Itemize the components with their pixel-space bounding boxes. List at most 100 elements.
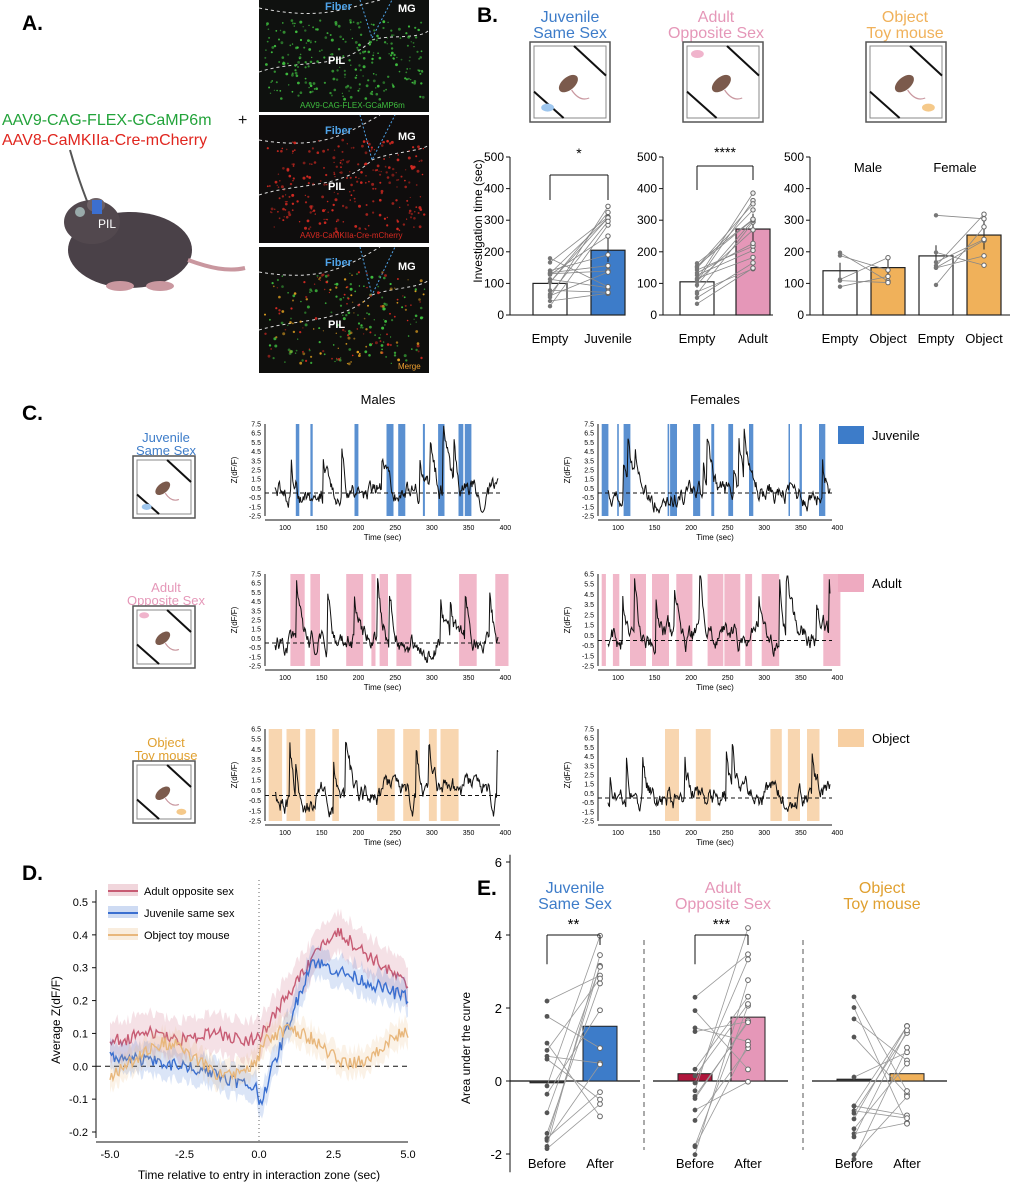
cell-dot: [379, 181, 382, 184]
x-tick-label: 350: [795, 675, 807, 682]
cell-dot: [281, 310, 285, 313]
mouse-icon: [155, 786, 171, 800]
cell-dot: [293, 25, 296, 27]
data-point: [745, 925, 751, 931]
cell-dot: [313, 283, 316, 285]
cell-dot: [406, 68, 409, 70]
mouse-pil-label: PIL: [98, 217, 116, 231]
cell-dot: [341, 92, 343, 94]
x-tick-label: 200: [353, 675, 365, 682]
x-tick-label: 250: [722, 675, 734, 682]
cell-dot: [285, 194, 287, 196]
cell-dot: [280, 41, 284, 45]
x-tick-label: 200: [685, 830, 697, 837]
cell-dot: [307, 39, 310, 42]
y-tick-label: 7.5: [584, 422, 594, 429]
cell-dot: [286, 168, 290, 172]
paired-line: [694, 979, 749, 1155]
y-tick-label: 7.5: [584, 727, 594, 734]
data-point: [694, 295, 700, 300]
stimulus-mouse-icon: [541, 103, 554, 112]
cell-dot: [413, 318, 415, 320]
cell-dot: [364, 151, 368, 155]
cell-dot: [349, 19, 352, 22]
cell-dot: [276, 287, 279, 289]
y-tick-label: 5.5: [584, 582, 594, 589]
cell-dot: [309, 226, 312, 229]
cell-dot: [371, 343, 373, 345]
cell-dot: [339, 359, 342, 362]
cell-dot: [342, 158, 345, 161]
data-point: [851, 1116, 857, 1122]
cell-dot: [305, 42, 308, 44]
cell-dot: [388, 166, 391, 169]
x-tick-label: 200: [685, 675, 697, 682]
y-tick-label: 1.5: [251, 778, 261, 785]
cell-dot: [366, 286, 368, 289]
cell-dot: [276, 184, 278, 186]
cell-dot: [407, 35, 411, 39]
data-point: [745, 977, 751, 984]
cell-dot: [407, 279, 409, 281]
cell-dot: [364, 162, 368, 166]
paired-line: [853, 1007, 908, 1124]
panel-b-letter: B.: [477, 4, 498, 27]
data-point: [750, 260, 756, 266]
mouse-illustration: PIL: [64, 149, 246, 291]
significance-label: *: [576, 145, 582, 161]
cell-dot: [333, 149, 336, 151]
y-tick-label: -1.5: [249, 654, 261, 661]
cell-dot: [343, 97, 346, 101]
data-point: [692, 1118, 698, 1123]
cell-dot: [342, 55, 345, 58]
cell-dot: [367, 50, 371, 54]
cell-dot: [365, 345, 368, 348]
data-point: [605, 209, 611, 216]
cell-dot: [416, 344, 420, 348]
cell-dot: [357, 314, 359, 316]
cell-dot: [339, 357, 342, 359]
cell-dot: [311, 147, 314, 150]
cell-dot: [323, 218, 325, 221]
x-tick-label: 150: [649, 675, 661, 682]
cell-dot: [358, 354, 361, 357]
data-point: [605, 269, 611, 275]
stimulus-epoch: [403, 729, 420, 821]
cell-dot: [293, 292, 297, 295]
stimulus-epoch: [310, 574, 320, 666]
cell-dot: [278, 38, 280, 41]
data-point: [544, 1110, 550, 1116]
paired-line: [694, 1027, 749, 1042]
cell-dot: [403, 296, 406, 299]
avg-response-chart: 0.5 0.4 0.3 0.2 0.1 0.0 -0.1 -0.2 -5.0 -2.5 0.0 2.5…: [49, 880, 416, 1182]
data-point: [692, 1066, 698, 1072]
row-title-l2: Same Sex: [136, 443, 196, 458]
cell-dot: [403, 354, 407, 358]
cell-dot: [271, 80, 274, 82]
x-category-label: After: [734, 1156, 762, 1171]
x-tick-label: 350: [463, 525, 475, 532]
cell-dot: [406, 319, 409, 322]
cell-dot: [332, 344, 335, 346]
cell-dot: [292, 180, 294, 182]
cell-dot: [323, 221, 327, 224]
data-point: [745, 1019, 751, 1026]
cell-dot: [272, 357, 275, 360]
cell-dot: [370, 275, 374, 279]
cell-dot: [269, 318, 271, 321]
cell-dot: [290, 19, 294, 22]
mouse-icon: [155, 631, 171, 645]
cell-dot: [326, 218, 329, 221]
paired-line: [546, 1103, 601, 1149]
paired-line: [694, 1044, 749, 1147]
y-tick-label: 0.4: [73, 930, 88, 942]
cell-dot: [368, 313, 371, 316]
x-category-label: Before: [676, 1156, 714, 1171]
cell-dot: [345, 206, 348, 209]
paired-line: [546, 954, 601, 1147]
x-tick-label: 300: [758, 830, 770, 837]
cell-dot: [275, 336, 278, 339]
y-tick-label: 0.5: [251, 788, 261, 795]
cell-dot: [317, 140, 320, 142]
